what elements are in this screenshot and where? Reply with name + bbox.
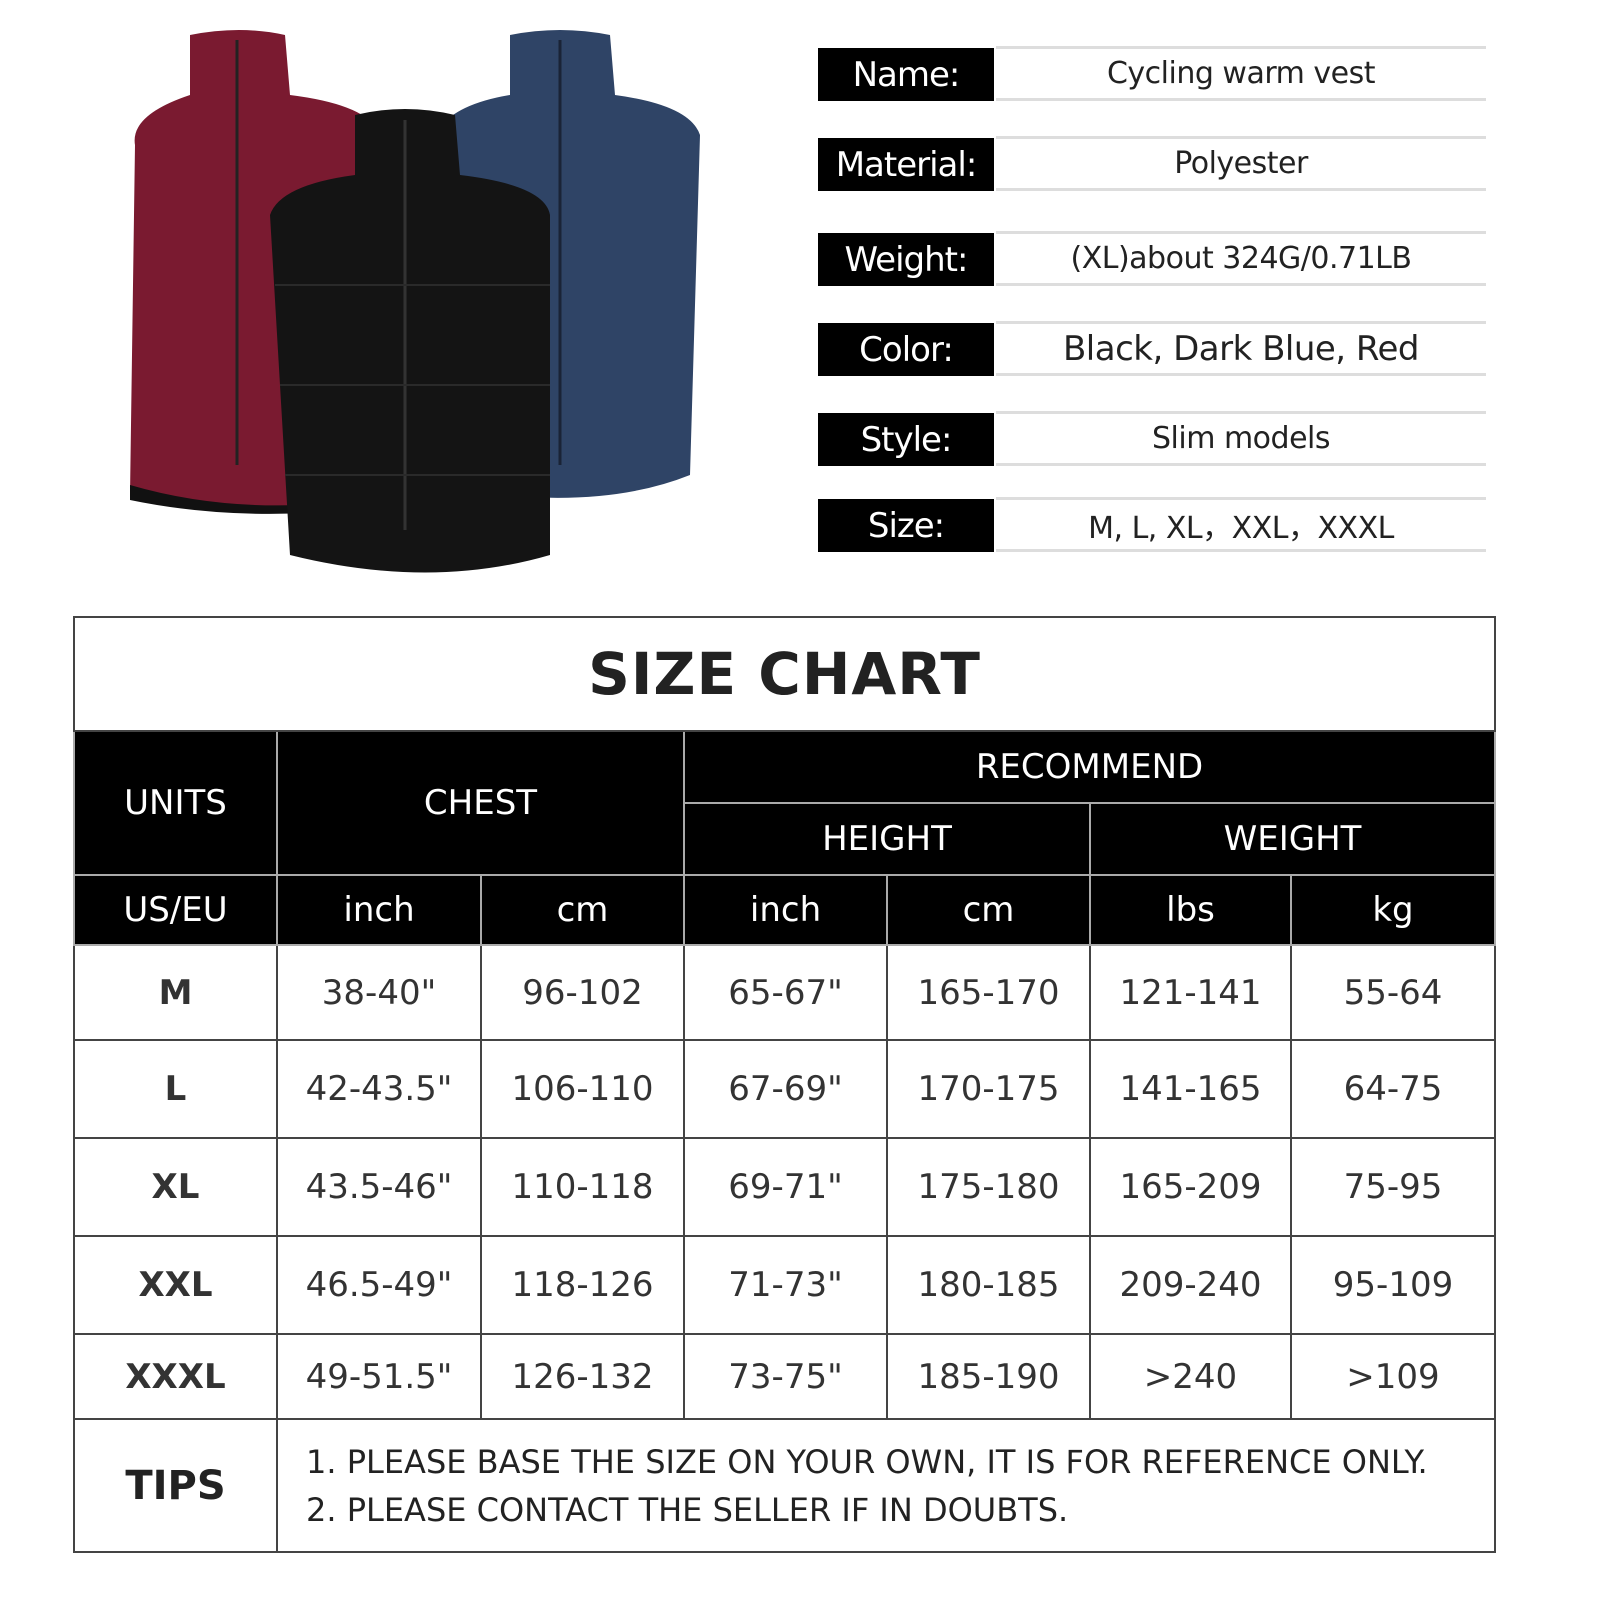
spec-label-material: Material: <box>818 138 994 191</box>
size-cell: XXL <box>73 1235 278 1335</box>
unit-cell: inch <box>276 874 482 946</box>
tip-1: 1. PLEASE BASE THE SIZE ON YOUR OWN, IT … <box>306 1442 1428 1481</box>
units-row: US/EU inch cm inch cm lbs kg <box>73 874 1496 946</box>
value-cell: 185-190 <box>886 1333 1091 1420</box>
value-cell: 38-40" <box>276 944 482 1041</box>
value-cell: 73-75" <box>683 1333 888 1420</box>
value-cell: 165-170 <box>886 944 1091 1041</box>
size-chart-title: SIZE CHART <box>73 616 1496 732</box>
value-cell: >109 <box>1290 1333 1496 1420</box>
size-cell: L <box>73 1039 278 1139</box>
value-cell: 180-185 <box>886 1235 1091 1335</box>
unit-cell: inch <box>683 874 888 946</box>
value-cell: 165-209 <box>1089 1137 1292 1237</box>
spec-label-size: Size: <box>818 499 994 552</box>
unit-cell: cm <box>886 874 1091 946</box>
spec-label-name: Name: <box>818 48 994 101</box>
tips-label: TIPS <box>73 1418 278 1553</box>
size-cell: M <box>73 944 278 1041</box>
tip-2: 2. PLEASE CONTACT THE SELLER IF IN DOUBT… <box>306 1490 1069 1529</box>
value-cell: 141-165 <box>1089 1039 1292 1139</box>
value-cell: 42-43.5" <box>276 1039 482 1139</box>
unit-cell: lbs <box>1089 874 1292 946</box>
value-cell: 106-110 <box>480 1039 685 1139</box>
size-cell: XXXL <box>73 1333 278 1420</box>
header-weight: WEIGHT <box>1089 802 1496 876</box>
value-cell: 118-126 <box>480 1235 685 1335</box>
value-cell: 55-64 <box>1290 944 1496 1041</box>
table-row: L 42-43.5" 106-110 67-69" 170-175 141-165 64-7… <box>73 1039 1496 1139</box>
unit-cell: kg <box>1290 874 1496 946</box>
value-cell: 71-73" <box>683 1235 888 1335</box>
table-row: M 38-40" 96-102 65-67" 165-170 121-141 55-64 <box>73 944 1496 1041</box>
value-cell: 110-118 <box>480 1137 685 1237</box>
vest-black <box>270 109 550 573</box>
table-row: XXL 46.5-49" 118-126 71-73" 180-185 209-240 95… <box>73 1235 1496 1335</box>
value-cell: 46.5-49" <box>276 1235 482 1335</box>
spec-value-color: Black, Dark Blue, Red <box>996 321 1486 376</box>
spec-value-material: Polyester <box>996 136 1486 191</box>
spec-value-style: Slim models <box>996 411 1486 466</box>
header-height: HEIGHT <box>683 802 1091 876</box>
header-chest: CHEST <box>276 730 685 876</box>
size-cell: XL <box>73 1137 278 1237</box>
value-cell: 69-71" <box>683 1137 888 1237</box>
value-cell: >240 <box>1089 1333 1292 1420</box>
value-cell: 175-180 <box>886 1137 1091 1237</box>
value-cell: 95-109 <box>1290 1235 1496 1335</box>
table-row: XL 43.5-46" 110-118 69-71" 175-180 165-209 75-… <box>73 1137 1496 1237</box>
value-cell: 75-95 <box>1290 1137 1496 1237</box>
spec-label-style: Style: <box>818 413 994 466</box>
value-cell: 96-102 <box>480 944 685 1041</box>
value-cell: 209-240 <box>1089 1235 1292 1335</box>
spec-value-weight: (XL)about 324G/0.71LB <box>996 231 1486 286</box>
spec-value-name: Cycling warm vest <box>996 46 1486 101</box>
value-cell: 49-51.5" <box>276 1333 482 1420</box>
tips-text: 1. PLEASE BASE THE SIZE ON YOUR OWN, IT … <box>276 1418 1496 1553</box>
value-cell: 126-132 <box>480 1333 685 1420</box>
unit-cell: US/EU <box>73 874 278 946</box>
value-cell: 67-69" <box>683 1039 888 1139</box>
table-row: XXXL 49-51.5" 126-132 73-75" 185-190 >240 >109 <box>73 1333 1496 1420</box>
value-cell: 64-75 <box>1290 1039 1496 1139</box>
unit-cell: cm <box>480 874 685 946</box>
value-cell: 170-175 <box>886 1039 1091 1139</box>
spec-label-color: Color: <box>818 323 994 376</box>
spec-label-weight: Weight: <box>818 233 994 286</box>
product-image-vests <box>130 30 700 573</box>
value-cell: 121-141 <box>1089 944 1292 1041</box>
size-chart-table: SIZE CHART UNITS CHEST RECOMMEND HEIGHT … <box>73 616 1496 1553</box>
header-recommend: RECOMMEND <box>683 730 1496 804</box>
value-cell: 43.5-46" <box>276 1137 482 1237</box>
spec-value-size: M, L, XL，XXL，XXXL <box>996 497 1486 552</box>
value-cell: 65-67" <box>683 944 888 1041</box>
header-units: UNITS <box>73 730 278 876</box>
